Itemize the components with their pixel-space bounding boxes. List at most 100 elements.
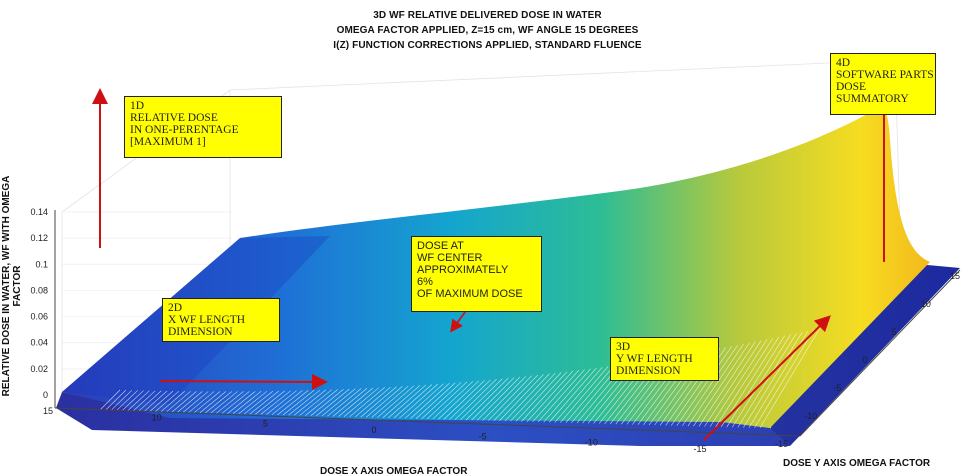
arrow-3d [703, 315, 831, 441]
mesh-line [693, 342, 750, 427]
mesh-line [238, 390, 268, 415]
mesh-line [366, 386, 403, 418]
mesh-line [549, 367, 597, 423]
y-tick-label: -5 [833, 383, 841, 393]
mesh-line [155, 390, 180, 412]
mesh-line [560, 366, 609, 423]
mesh-line [421, 382, 462, 419]
mesh-line [537, 369, 585, 423]
surface-front-skirt [56, 392, 790, 446]
mesh-line [249, 390, 280, 415]
mesh-line [310, 389, 344, 416]
x-tick-labels: 15 10 5 0 -5 -10 -15 [43, 406, 707, 454]
mesh-line [737, 333, 797, 428]
mesh-line [127, 390, 150, 411]
arrow-2d [159, 373, 328, 390]
note-1d: 1D RELATIVE DOSE IN ONE-PERENTAGE [MAXIM… [124, 96, 282, 158]
mesh-line [732, 334, 791, 428]
mesh-line [410, 383, 450, 419]
mesh-line [415, 382, 456, 419]
mesh-line [166, 391, 191, 413]
z-tick-label: 0.04 [30, 338, 48, 348]
mesh-line [199, 391, 227, 413]
mesh-line [499, 374, 544, 422]
y-tick-label: -10 [804, 411, 817, 421]
mesh-line [543, 368, 591, 423]
z-tick-labels: 0 0.02 0.04 0.06 0.08 0.1 0.12 0.14 [30, 207, 48, 400]
x-tick-label: 15 [43, 406, 53, 416]
note-2d: 2D X WF LENGTH DIMENSION [162, 298, 280, 342]
mesh-line [460, 378, 503, 421]
mesh-line [271, 390, 303, 415]
mesh-line [321, 388, 356, 417]
mesh-line [482, 376, 527, 421]
mesh-line [676, 346, 733, 426]
y-tick-label: 5 [892, 327, 897, 337]
note-center: DOSE AT WF CENTER APPROXIMATELY 6% OF MA… [411, 236, 542, 312]
z-tick-label: 0.06 [30, 312, 48, 322]
mesh-line [343, 387, 380, 417]
mesh-line [565, 365, 615, 423]
mesh-line [510, 372, 556, 422]
chart-title-line-3: I(Z) FUNCTION CORRECTIONS APPLIED, STAND… [333, 40, 642, 51]
y-tick-label: 15 [950, 271, 960, 281]
mesh-line [221, 391, 250, 414]
mesh-line [288, 389, 321, 416]
y-axis-label: DOSE Y AXIS OMEGA FACTOR [783, 458, 931, 469]
chart-title-line-2: OMEGA FACTOR APPLIED, Z=15 cm, WF ANGLE … [336, 25, 639, 36]
mesh-line [709, 339, 768, 427]
mesh-line [377, 385, 415, 418]
mesh-line [205, 391, 232, 414]
mesh-line [454, 379, 497, 420]
mesh-line [515, 372, 562, 422]
mesh-line [316, 388, 350, 417]
mesh-line [177, 391, 203, 413]
mesh-line [521, 371, 568, 422]
mesh-line [144, 390, 168, 412]
mesh-line [282, 389, 315, 416]
mesh-line [299, 389, 332, 416]
mesh-line [305, 389, 338, 416]
mesh-line [471, 377, 515, 421]
mesh-line [443, 380, 485, 420]
x-tick-label: -5 [479, 431, 487, 441]
mesh-line [388, 384, 427, 419]
mesh-line [244, 390, 274, 415]
mesh-line [715, 337, 774, 427]
mesh-line [332, 388, 368, 417]
mesh-line [116, 390, 138, 411]
y-tick-label: 10 [921, 299, 931, 309]
z-tick-label: 0 [43, 390, 48, 400]
mesh-line [121, 390, 144, 411]
mesh-line [260, 390, 291, 415]
mesh-line [404, 383, 444, 419]
mesh-line [105, 389, 127, 411]
mesh-line [349, 387, 385, 418]
mesh-line [277, 390, 309, 416]
mesh-line [194, 391, 221, 413]
annotation-arrows [92, 88, 892, 441]
mesh-line [465, 377, 509, 421]
mesh-line [160, 391, 185, 412]
mesh-line [99, 389, 121, 411]
mesh-line [687, 343, 744, 427]
mesh-line [476, 376, 521, 421]
mesh-line [188, 391, 215, 413]
mesh-line [754, 329, 815, 429]
mesh-line [449, 379, 491, 420]
mesh-line [327, 388, 362, 417]
mesh-line [393, 384, 432, 419]
y-tick-label: 0 [863, 355, 868, 365]
mesh-line [216, 391, 244, 414]
mesh-line [532, 370, 580, 422]
mesh-line [382, 385, 421, 418]
z-tick-label: 0.1 [35, 259, 48, 269]
mesh-line [360, 386, 397, 418]
x-tick-label: 10 [152, 412, 162, 422]
x-tick-label: 0 [371, 425, 376, 435]
mesh-line [488, 375, 532, 421]
mesh-line [698, 341, 756, 427]
mesh-line [432, 381, 474, 420]
mesh-line [726, 335, 785, 428]
